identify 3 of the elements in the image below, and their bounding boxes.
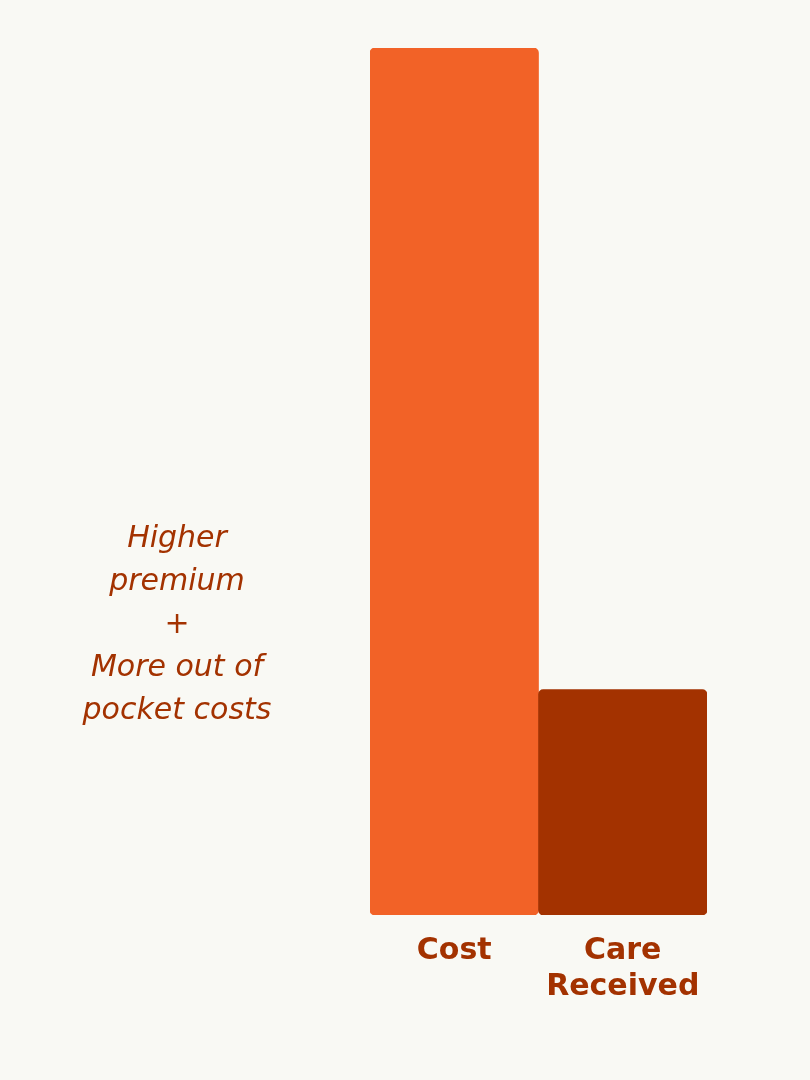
x-tick-label: Care Received	[546, 930, 700, 1002]
text: Higher premium + More out of pocket costs	[81, 518, 273, 728]
x-tick-label: Cost	[416, 930, 492, 966]
